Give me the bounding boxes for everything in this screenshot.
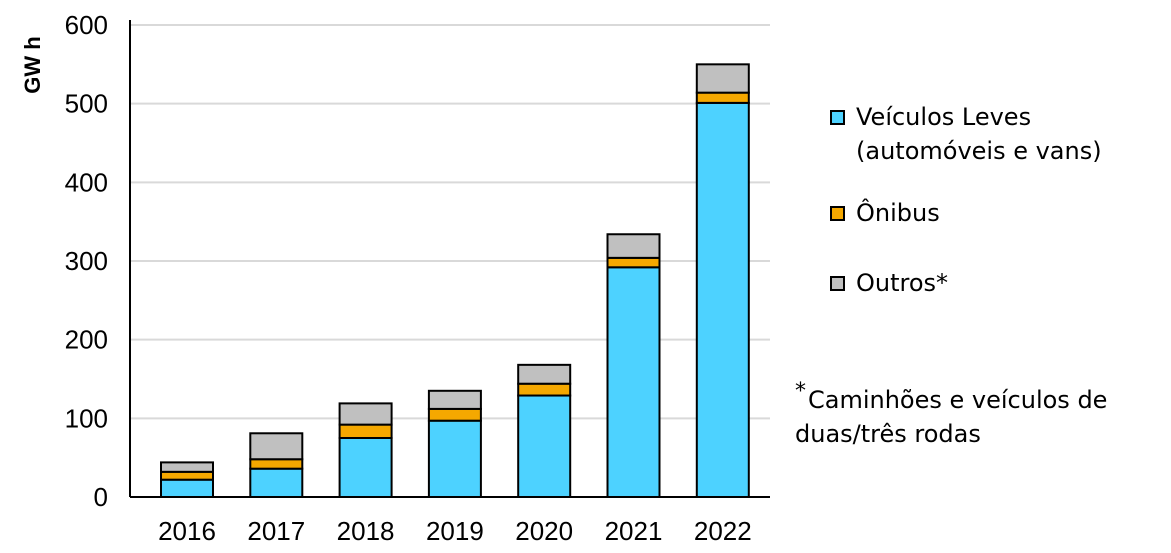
legend-label: Outros* bbox=[856, 269, 949, 297]
bar-segment-onibus-2016 bbox=[160, 470, 214, 481]
y-tick-label: 200 bbox=[65, 325, 108, 355]
gridlines bbox=[130, 24, 770, 420]
bar-segment-veiculos-leves-2020 bbox=[517, 394, 572, 498]
y-tick-label: 600 bbox=[65, 10, 108, 40]
y-tick-label: 300 bbox=[65, 246, 108, 276]
legend: Veículos Leves (automóveis e vans) Ônibu… bbox=[830, 100, 1170, 300]
bars bbox=[160, 63, 750, 498]
bar-segment-onibus-2022 bbox=[695, 91, 750, 104]
x-tick-label: 2016 bbox=[158, 516, 216, 546]
legend-label: Ônibus bbox=[856, 199, 940, 227]
legend-swatch-outros bbox=[830, 276, 845, 291]
legend-item-veiculos-leves: Veículos Leves (automóveis e vans) bbox=[830, 100, 1170, 168]
legend-item-outros: Outros* bbox=[830, 266, 1170, 300]
x-tick-label: 2020 bbox=[515, 516, 573, 546]
bar-segment-onibus-2020 bbox=[517, 382, 572, 397]
axes bbox=[129, 20, 770, 498]
y-tick-label: 100 bbox=[65, 403, 108, 433]
footnote-line2: duas/três rodas bbox=[795, 420, 981, 448]
y-tick-label: 400 bbox=[65, 167, 108, 197]
bar-segment-onibus-2018 bbox=[338, 423, 393, 440]
bar-segment-onibus-2017 bbox=[249, 458, 304, 470]
bar-segment-onibus-2019 bbox=[427, 407, 482, 422]
bar-segment-outros-2021 bbox=[606, 233, 661, 259]
bar-segment-outros-2017 bbox=[249, 432, 304, 461]
bar-segment-veiculos-leves-2019 bbox=[427, 419, 482, 498]
bar-segment-outros-2018 bbox=[338, 402, 393, 426]
legend-swatch-onibus bbox=[830, 206, 845, 221]
bar-segment-outros-2022 bbox=[695, 63, 750, 94]
legend-label-line1: Veículos Leves bbox=[856, 103, 1032, 131]
bar-segment-onibus-2021 bbox=[606, 256, 661, 269]
bar-segment-veiculos-leves-2021 bbox=[606, 266, 661, 498]
bar-segment-veiculos-leves-2022 bbox=[695, 101, 750, 498]
bar-segment-outros-2019 bbox=[427, 389, 482, 410]
legend-label-line2: (automóveis e vans) bbox=[856, 137, 1102, 165]
x-tick-label: 2022 bbox=[694, 516, 752, 546]
x-tick-label: 2019 bbox=[426, 516, 484, 546]
stacked-bar-chart: 0 100 200 300 400 500 600 2016 2017 2018 2019 2020… bbox=[20, 10, 770, 546]
y-tick-label: 0 bbox=[94, 482, 108, 512]
bar-segment-outros-2020 bbox=[517, 363, 572, 385]
bar-segment-veiculos-leves-2017 bbox=[249, 467, 304, 498]
footnote-line1: Caminhões e veículos de bbox=[808, 386, 1108, 414]
y-tick-labels: 0 100 200 300 400 500 600 bbox=[65, 10, 108, 512]
y-axis-label: GW h bbox=[20, 36, 45, 93]
legend-swatch-veiculos-leves bbox=[830, 110, 845, 125]
x-tick-labels: 2016 2017 2018 2019 2020 2021 2022 bbox=[158, 516, 752, 546]
legend-item-onibus: Ônibus bbox=[830, 196, 1170, 230]
bar-segment-veiculos-leves-2016 bbox=[160, 478, 214, 498]
footnote-marker: * bbox=[795, 379, 806, 404]
x-tick-label: 2017 bbox=[247, 516, 305, 546]
footnote: *Caminhões e veículos de duas/três rodas bbox=[795, 375, 1165, 451]
y-tick-label: 500 bbox=[65, 89, 108, 119]
x-tick-label: 2021 bbox=[605, 516, 663, 546]
bar-segment-outros-2016 bbox=[160, 461, 214, 473]
x-tick-label: 2018 bbox=[337, 516, 395, 546]
bar-segment-veiculos-leves-2018 bbox=[338, 437, 393, 498]
